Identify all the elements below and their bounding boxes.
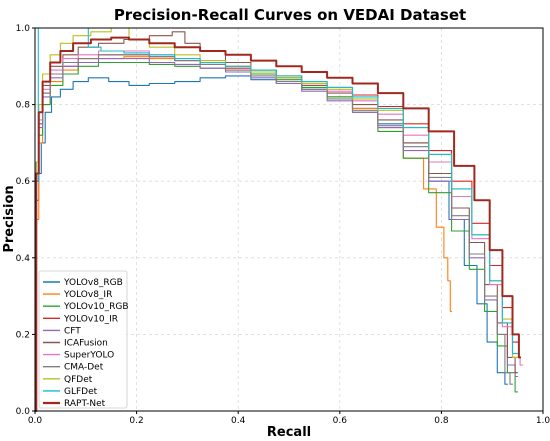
plot-area-frame	[34, 27, 544, 412]
legend-label: YOLOv8_RGB	[63, 278, 123, 288]
series-line-cft	[34, 58, 519, 412]
legend-label: SuperYOLO	[64, 351, 114, 361]
legend-label: CMA-Det	[64, 363, 104, 373]
y-tick-label: 1.0	[16, 24, 31, 34]
legend-label: YOLOv10_RGB	[63, 302, 129, 312]
legend-box	[38, 270, 128, 409]
x-tick-label: 0.2	[129, 416, 143, 426]
y-tick-label: 0.0	[16, 407, 31, 417]
legend-label: ICAFusion	[64, 339, 108, 349]
x-axis-ticks: 0.0 0.2 0.4 0.6 0.8 1.0	[28, 411, 550, 426]
series-line-yolov10-rgb	[34, 61, 519, 412]
legend-label: QFDet	[64, 375, 93, 385]
legend-label: RAPT-Net	[64, 399, 106, 409]
y-tick-label: 0.8	[16, 101, 31, 111]
series-line-cma-det	[34, 54, 514, 412]
series-line-rapt-net	[34, 36, 522, 412]
y-axis-label: Precision	[2, 185, 17, 252]
x-tick-label: 0.8	[434, 416, 449, 426]
series-lines	[34, 27, 524, 412]
y-tick-label: 0.6	[16, 177, 31, 187]
x-axis-label: Recall	[267, 425, 311, 440]
y-tick-label: 0.4	[16, 254, 31, 264]
x-tick-label: 0.6	[333, 416, 348, 426]
y-axis-ticks: 0.0 0.2 0.4 0.6 0.8 1.0	[16, 24, 35, 417]
x-tick-label: 0.0	[28, 416, 43, 426]
series-line-glfdet	[34, 27, 519, 412]
legend-label: CFT	[64, 326, 81, 336]
legend-label: YOLOv8_IR	[63, 290, 112, 300]
legend: YOLOv8_RGB YOLOv8_IR YOLOv10_RGB YOLOv10_IR…	[38, 270, 129, 409]
x-tick-label: 1.0	[536, 416, 550, 426]
y-tick-label: 0.2	[16, 330, 30, 340]
legend-label: YOLOv10_IR	[63, 314, 118, 324]
legend-label: GLFDet	[64, 387, 98, 397]
x-tick-label: 0.4	[231, 416, 246, 426]
chart-title: Precision-Recall Curves on VEDAI Dataset	[114, 6, 466, 24]
